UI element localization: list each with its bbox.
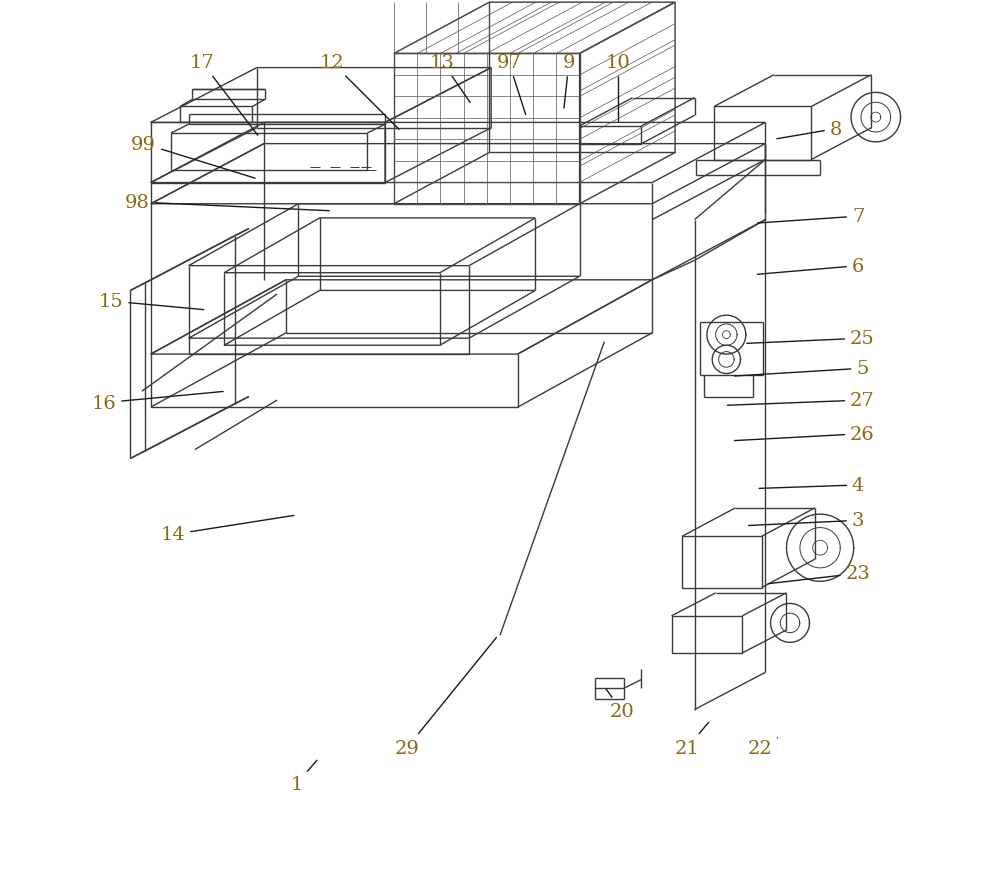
Text: 15: 15 xyxy=(99,292,204,311)
Text: 6: 6 xyxy=(757,257,864,276)
Text: 14: 14 xyxy=(160,516,294,544)
Text: 13: 13 xyxy=(430,54,470,104)
Text: 9: 9 xyxy=(563,54,575,109)
Text: 4: 4 xyxy=(759,477,864,494)
Text: 22: 22 xyxy=(748,738,778,757)
Text: 20: 20 xyxy=(606,689,634,720)
Text: 12: 12 xyxy=(320,54,399,130)
Text: 1: 1 xyxy=(290,760,317,793)
Text: 27: 27 xyxy=(727,392,875,409)
Text: 8: 8 xyxy=(777,120,842,140)
Text: 5: 5 xyxy=(734,360,869,377)
Text: 7: 7 xyxy=(757,208,864,226)
Text: 99: 99 xyxy=(131,136,255,179)
Text: 23: 23 xyxy=(768,564,871,584)
Text: 29: 29 xyxy=(395,638,496,757)
Text: 16: 16 xyxy=(91,392,223,412)
Text: 10: 10 xyxy=(606,54,631,122)
Text: 26: 26 xyxy=(734,425,875,443)
Text: 21: 21 xyxy=(675,722,709,757)
Text: 25: 25 xyxy=(747,330,875,348)
Text: 98: 98 xyxy=(125,194,329,212)
Text: 17: 17 xyxy=(190,54,258,136)
Text: 97: 97 xyxy=(496,54,526,115)
Text: 3: 3 xyxy=(749,512,864,530)
